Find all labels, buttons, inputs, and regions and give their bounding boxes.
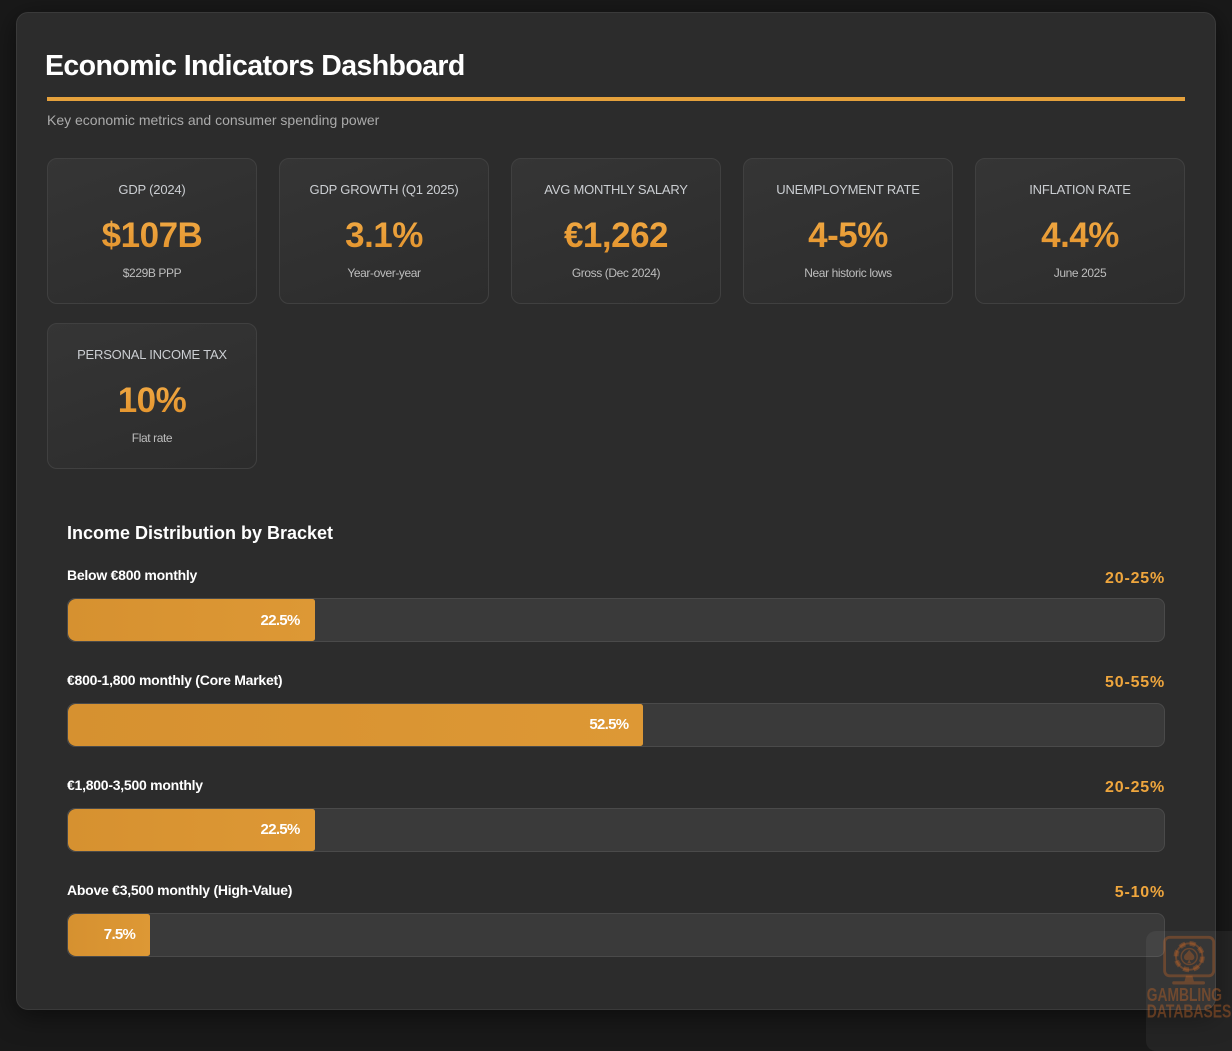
svg-text:GAMBLING: GAMBLING [1147,984,1222,1005]
svg-text:DATABASES: DATABASES [1147,1001,1232,1022]
